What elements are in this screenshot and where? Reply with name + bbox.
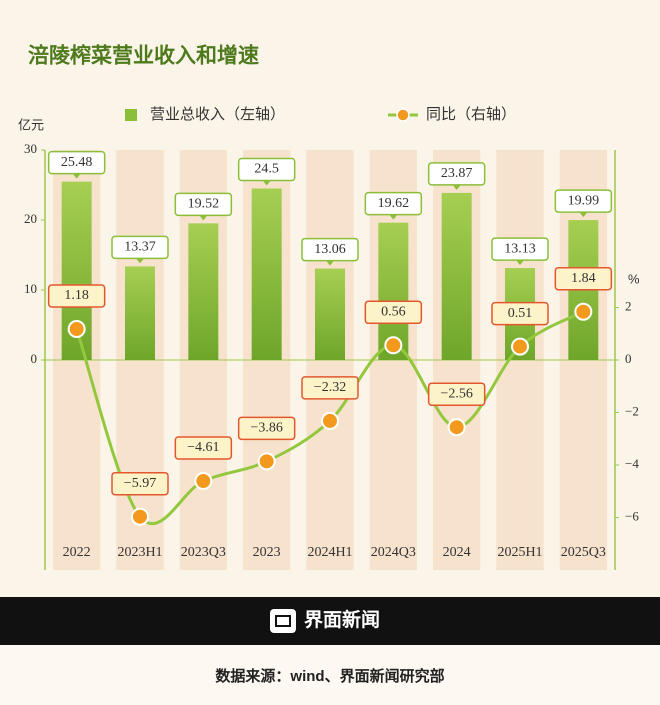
line-value-label: −3.86 [250, 421, 282, 436]
legend-label: 营业总收入（左轴） [150, 106, 285, 123]
footer [0, 645, 660, 705]
bar-value-label: 13.13 [504, 241, 536, 256]
bar-label-pointer [326, 260, 334, 266]
bar-value-label: 25.48 [61, 155, 93, 170]
y2-tick-label: −6 [625, 508, 639, 523]
x-tick-label: 2023 [253, 545, 281, 560]
line-label-box [237, 416, 296, 441]
line-marker [67, 320, 86, 339]
legend-label: 同比（右轴） [426, 106, 516, 123]
line-marker [447, 418, 466, 437]
x-tick-label: 2023H1 [117, 545, 162, 560]
bar-label-pointer [262, 180, 271, 186]
bar-value-label: 23.87 [441, 166, 473, 181]
legend-swatch [125, 109, 137, 121]
x-tick-label: 2022 [63, 545, 91, 560]
brand-band [0, 597, 660, 645]
bar-label-pointer [72, 173, 81, 179]
bar-label-pointer [136, 258, 144, 264]
bar-label-pointer [452, 184, 461, 190]
line-marker [131, 507, 149, 526]
line-label-box [427, 382, 486, 406]
y-tick-label: 10 [24, 281, 37, 296]
line-value-label: 0.51 [508, 306, 533, 321]
line-label-box [554, 266, 613, 291]
brand: 界面新闻 [304, 608, 380, 631]
bar-value-label: 13.37 [124, 240, 156, 255]
bar [251, 188, 282, 360]
line-marker [194, 472, 213, 491]
x-tick-label: 2024Q3 [371, 545, 416, 560]
bar-label-pointer [579, 212, 588, 218]
line-value-label: −2.56 [440, 386, 472, 401]
chart-title: 涪陵榨菜营业收入和增速 [28, 44, 259, 68]
line-label-box [301, 376, 359, 400]
x-tick-label: 2025H1 [497, 545, 542, 560]
line-value-label: −4.61 [187, 440, 219, 455]
legend-marker [396, 108, 410, 122]
line-value-label: 1.84 [571, 271, 596, 286]
line-marker [257, 452, 276, 471]
bar-value-label: 19.52 [188, 197, 220, 212]
line-label-box [491, 301, 549, 326]
line-label-box [111, 471, 169, 496]
y-tick-label: 20 [24, 211, 37, 226]
line-label-box [364, 300, 423, 325]
y-tick-label: 0 [31, 351, 38, 366]
x-tick-label: 2023Q3 [181, 545, 226, 560]
bar [315, 268, 345, 360]
y2-tick-label: −4 [625, 456, 639, 471]
bar-value-label: 19.62 [378, 196, 410, 211]
bar-label-pointer [199, 215, 208, 221]
line-label-box [47, 284, 106, 308]
y2-tick-label: −2 [625, 403, 639, 418]
y2-tick-label: 0 [625, 351, 632, 366]
bar-label-pointer [516, 260, 524, 266]
x-tick-label: 2024H1 [307, 545, 352, 560]
bar-value-label: 19.99 [568, 193, 600, 208]
x-tick-label: 2024 [443, 545, 471, 560]
bar-value-label: 24.5 [254, 162, 279, 177]
line-value-label: −5.97 [124, 476, 156, 491]
bar [188, 223, 219, 360]
line-marker [384, 336, 403, 355]
line-value-label: 1.18 [64, 288, 89, 303]
bar [125, 266, 155, 360]
x-tick-label: 2025Q3 [561, 545, 606, 560]
y-tick-label: 30 [24, 141, 37, 156]
y-unit: 亿元 [18, 117, 44, 132]
bar-value-label: 13.06 [314, 242, 346, 257]
bar [441, 192, 472, 360]
line-value-label: 0.56 [381, 305, 406, 320]
y2-unit: % [628, 271, 640, 286]
source: 数据来源：wind、界面新闻研究部 [215, 667, 444, 685]
y2-tick-label: 2 [625, 298, 632, 313]
line-marker [511, 337, 529, 356]
line-label-box [174, 436, 233, 460]
line-marker [321, 411, 339, 430]
bar-label-pointer [389, 214, 398, 220]
brand-logo [270, 609, 296, 633]
line-value-label: −2.32 [314, 380, 346, 395]
line-marker [574, 302, 593, 321]
